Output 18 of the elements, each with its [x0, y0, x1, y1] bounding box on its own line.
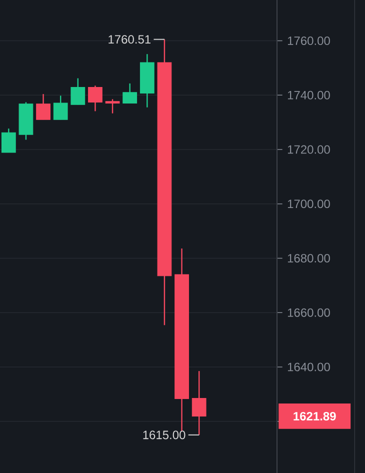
candlestick: [88, 85, 102, 112]
y-tick-label: 1640.00: [288, 362, 330, 372]
y-tick-label: 1680.00: [288, 254, 330, 262]
y-tick-label: 1760.00: [288, 36, 330, 46]
candlestick: [192, 370, 206, 436]
text: 1621.89: [294, 412, 336, 420]
y-tick-label: 1740.00: [288, 90, 330, 100]
y-tick-label: 1720.00: [288, 145, 330, 154]
annotation: 1615.00: [143, 430, 186, 440]
candlestick: [70, 78, 86, 106]
candlestick: [105, 98, 120, 114]
y-tick-label: 1660.00: [288, 308, 330, 317]
y-tick-label: 1700.00: [288, 200, 330, 208]
annotation: 1760.51: [108, 35, 150, 44]
candlestick: [1, 128, 16, 154]
candlestick: [122, 82, 138, 104]
candlestick: [36, 93, 50, 120]
candlestick: [53, 95, 68, 120]
